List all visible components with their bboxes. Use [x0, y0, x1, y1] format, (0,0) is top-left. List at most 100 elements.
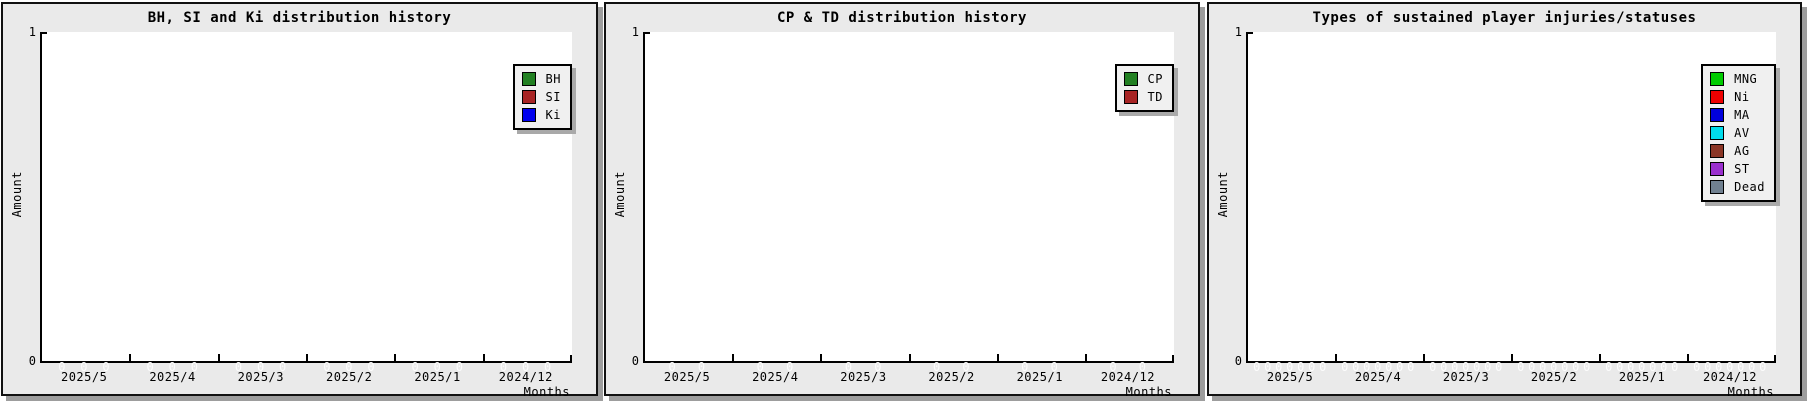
chart-panel: Types of sustained player injuries/statu… [1207, 2, 1802, 399]
x-axis-tick [732, 354, 735, 361]
chart-panel: BH, SI and Ki distribution history 1 0 A… [1, 2, 598, 399]
x-axis-tick [129, 354, 132, 361]
y-axis-label: Amount [613, 170, 627, 217]
legend-item: Ki [521, 106, 561, 124]
x-axis-tick [1335, 354, 1337, 361]
data-point-zero-label: 0 [1495, 360, 1503, 374]
legend-item: AG [1710, 142, 1765, 160]
data-point-zero-label: 0 [1693, 360, 1701, 374]
x-axis-tick [1687, 354, 1689, 361]
legend-swatch [1710, 180, 1725, 194]
y-tick-label-top: 1 [28, 25, 36, 39]
legend-swatch [1710, 126, 1725, 140]
data-point-zero-label: 0 [455, 360, 464, 374]
legend-label: ST [1734, 162, 1750, 176]
data-point-zero-label: 0 [367, 360, 376, 374]
x-axis-tick [306, 354, 308, 361]
data-point-zero-label: 0 [1561, 360, 1569, 374]
legend-swatch [1710, 144, 1725, 158]
x-tick-label: 2024/12 [498, 370, 553, 384]
y-tick-label-top: 1 [631, 25, 639, 39]
x-tick-label: 2025/2 [325, 370, 373, 384]
legend: CP TD [1114, 64, 1174, 112]
legend-label: CP [1147, 72, 1163, 86]
legend-label: Ni [1734, 90, 1750, 104]
x-axis-tick [1084, 354, 1087, 361]
data-point-zero-label: 0 [1374, 360, 1382, 374]
x-axis-tick-labels: 2025/5 2025/4 2025/3 2025/2 2025/1 2024/12 [643, 370, 1172, 384]
data-point-zero-label: 0 [1528, 360, 1536, 374]
x-axis-tick [996, 354, 999, 361]
data-point-zero-label: 0 [1109, 360, 1118, 374]
data-point-zero-label: 0 [1440, 360, 1448, 374]
x-tick-label: 2025/5 [60, 370, 108, 384]
data-point-zero-label: 0 [1286, 360, 1294, 374]
data-point-zero-label: 0 [1341, 360, 1349, 374]
legend: MNG Ni MA AV AG ST Dead [1701, 64, 1776, 202]
x-axis-tick [908, 354, 911, 361]
data-point-zero-label: 0 [1050, 360, 1059, 374]
chart-title: CP & TD distribution history [776, 10, 1027, 26]
legend-label: SI [545, 90, 561, 104]
x-tick-label: 2025/4 [149, 370, 196, 384]
x-tick-label: 2025/4 [752, 370, 799, 384]
data-point-zero-label: 0 [256, 360, 265, 374]
x-tick-label: 2025/1 [414, 370, 461, 384]
data-point-zero-label: 0 [1473, 360, 1481, 374]
legend-item: MA [1710, 106, 1765, 124]
x-tick-label: 2025/2 [1530, 370, 1578, 384]
data-point-zero-label: 0 [345, 360, 354, 374]
legend-swatch [1123, 72, 1138, 86]
data-point-zero-label: 0 [102, 360, 111, 374]
data-point-zero-label: 0 [1138, 360, 1147, 374]
data-point-zero-label: 0 [1660, 360, 1668, 374]
legend-item: BH [521, 70, 561, 88]
x-tick-label: 2025/2 [928, 370, 975, 384]
data-point-zero-label: 0 [1539, 360, 1547, 374]
data-point-zero-label: 0 [697, 360, 706, 374]
data-point-zero-label: 0 [323, 360, 331, 374]
x-tick-label: 2025/3 [840, 370, 887, 384]
data-point-zero-label: 0 [668, 360, 677, 374]
data-point-zero-label: 0 [1704, 360, 1712, 374]
data-point-zero-label: 0 [962, 360, 971, 374]
data-point-zero-label: 0 [1319, 360, 1327, 374]
x-axis-label: Months [523, 385, 570, 399]
data-point-zero-label: 0 [1021, 360, 1029, 374]
legend-item: CP [1123, 70, 1163, 88]
x-axis-end-tick [1774, 355, 1776, 361]
y-axis-top-cap [42, 32, 47, 34]
data-point-zero-label: 0 [1275, 360, 1283, 374]
data-point-zero-label: 0 [874, 360, 882, 374]
x-axis-label: Months [1727, 385, 1774, 399]
y-tick-label-bottom: 0 [631, 354, 639, 368]
data-point-zero-label: 0 [146, 360, 155, 374]
x-tick-label: 2024/12 [1100, 370, 1155, 384]
x-tick-label: 2024/12 [1702, 370, 1758, 384]
data-point-zero-label: 0 [1605, 360, 1613, 374]
legend-swatch [521, 108, 536, 122]
data-point-zero-label: 0 [756, 360, 765, 374]
y-tick-label-bottom: 0 [1234, 354, 1242, 368]
data-point-zero-label: 0 [1759, 360, 1767, 374]
x-tick-label: 2025/5 [663, 370, 711, 384]
legend-label: Ki [545, 108, 561, 122]
data-point-zero-label: 0 [190, 360, 199, 374]
data-point-zero-label: 0 [933, 360, 941, 374]
chart-title: Types of sustained player injuries/statu… [1312, 10, 1697, 26]
data-point-zero-label: 0 [234, 360, 243, 374]
chart-panel: CP & TD distribution history 1 0 Amount … [604, 2, 1200, 399]
chart-title: BH, SI and Ki distribution history [147, 10, 452, 26]
x-tick-label: 2025/3 [1442, 370, 1490, 384]
legend-label: AG [1734, 144, 1750, 158]
data-point-zero-label: 0 [1715, 360, 1723, 374]
y-axis-top-cap [645, 32, 650, 34]
plot-area [40, 32, 572, 363]
data-point-zero-label: 0 [544, 360, 552, 374]
legend-item: Dead [1710, 178, 1765, 196]
legend-swatch [521, 72, 536, 86]
x-axis-tick [1511, 354, 1513, 361]
data-point-zero-label: 0 [1649, 360, 1657, 374]
